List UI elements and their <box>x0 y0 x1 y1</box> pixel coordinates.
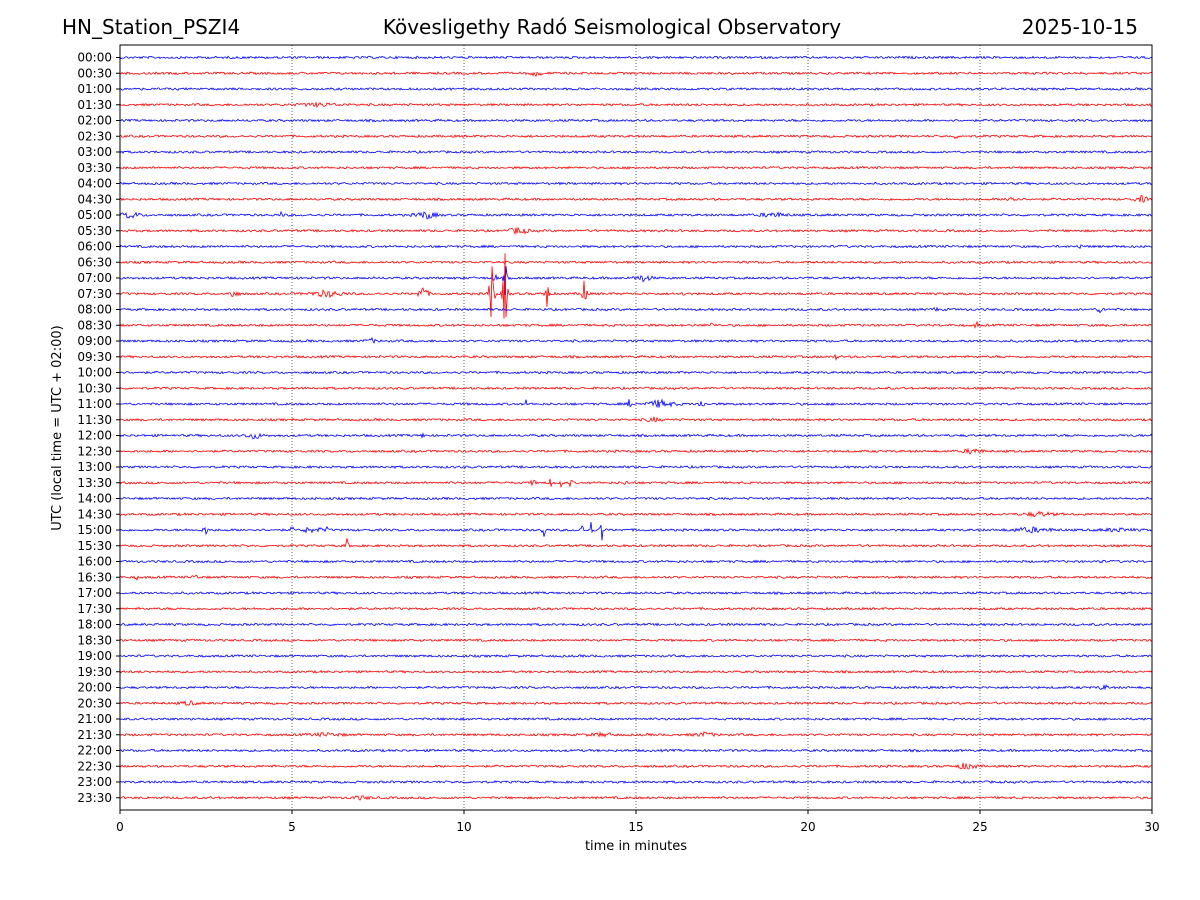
y-tick-label: 03:30 <box>77 161 112 175</box>
y-tick-label: 00:00 <box>77 51 112 65</box>
y-tick-label: 05:00 <box>77 208 112 222</box>
y-tick-label: 02:00 <box>77 114 112 128</box>
x-tick-label: 25 <box>972 820 987 834</box>
trace-1430 <box>119 510 1153 518</box>
trace-0500 <box>119 210 1153 220</box>
trace-1230 <box>119 447 1153 455</box>
trace-0700 <box>119 266 1153 295</box>
y-axis-label: UTC (local time = UTC + 02:00) <box>50 325 65 530</box>
trace-group <box>119 55 1153 801</box>
trace-0100 <box>119 86 1153 91</box>
y-tick-label: 16:00 <box>77 555 112 569</box>
y-tick-label: 06:00 <box>77 240 112 254</box>
trace-2300 <box>119 779 1153 785</box>
y-tick-label: 12:30 <box>77 444 112 458</box>
y-tick-label: 18:00 <box>77 618 112 632</box>
date-title: 2025-10-15 <box>1021 15 1138 39</box>
y-tick-label: 15:30 <box>77 539 112 553</box>
y-tick-label: 07:00 <box>77 271 112 285</box>
trace-2100 <box>119 716 1153 722</box>
y-tick-label: 09:30 <box>77 350 112 364</box>
y-tick-label: 12:00 <box>77 429 112 443</box>
y-tick-label: 22:30 <box>77 759 112 773</box>
y-tick-label: 04:00 <box>77 177 112 191</box>
y-tick-label: 19:30 <box>77 665 112 679</box>
trace-1700 <box>119 590 1153 596</box>
trace-0300 <box>119 149 1153 155</box>
trace-1900 <box>119 653 1153 659</box>
x-tick-label: 20 <box>800 820 815 834</box>
x-tick-label: 10 <box>456 820 471 834</box>
y-tick-label: 11:30 <box>77 413 112 427</box>
station-title: HN_Station_PSZI4 <box>62 15 241 39</box>
y-tick-label: 06:30 <box>77 255 112 269</box>
x-axis-label: time in minutes <box>585 839 687 854</box>
y-tick-label: 03:00 <box>77 145 112 159</box>
y-tick-label: 02:30 <box>77 129 112 143</box>
trace-0800 <box>119 306 1153 314</box>
grid-lines <box>291 45 981 810</box>
y-tick-label: 08:30 <box>77 318 112 332</box>
plot-frame <box>119 44 1153 811</box>
y-tick-label: 13:00 <box>77 460 112 474</box>
y-tick-label: 05:30 <box>77 224 112 238</box>
y-tick-label: 08:00 <box>77 303 112 317</box>
observatory-title: Kövesligethy Radó Seismological Observat… <box>382 15 842 39</box>
y-tick-label: 10:30 <box>77 381 112 395</box>
y-tick-label: 13:30 <box>77 476 112 490</box>
trace-0130 <box>119 101 1153 108</box>
y-tick-label: 20:00 <box>77 681 112 695</box>
y-tick-label: 14:00 <box>77 492 112 506</box>
y-tick-label: 11:00 <box>77 397 112 411</box>
y-tick-label: 15:00 <box>77 523 112 537</box>
y-tick-label: 17:30 <box>77 602 112 616</box>
y-tick-label: 14:30 <box>77 507 112 521</box>
y-tick-label: 17:00 <box>77 586 112 600</box>
trace-1530 <box>119 538 1153 548</box>
y-tick-label: 16:30 <box>77 570 112 584</box>
y-tick-label: 10:00 <box>77 366 112 380</box>
x-tick-label: 15 <box>628 820 643 834</box>
y-tick-label: 09:00 <box>77 334 112 348</box>
y-tick-label: 01:30 <box>77 98 112 112</box>
x-tick-label: 5 <box>288 820 296 834</box>
trace-1400 <box>119 496 1153 501</box>
y-tick-label: 20:30 <box>77 696 112 710</box>
x-tick-label: 0 <box>116 820 124 834</box>
y-tick-label: 04:30 <box>77 192 112 206</box>
y-tick-label: 07:30 <box>77 287 112 301</box>
trace-1300 <box>119 464 1153 470</box>
y-tick-label: 00:30 <box>77 66 112 80</box>
y-tick-label: 01:00 <box>77 82 112 96</box>
trace-1100 <box>119 398 1153 409</box>
y-tick-label: 21:30 <box>77 728 112 742</box>
y-tick-label: 22:00 <box>77 744 112 758</box>
y-tick-label: 23:30 <box>77 791 112 805</box>
y-tick-label: 23:00 <box>77 775 112 789</box>
y-tick-label: 19:00 <box>77 649 112 663</box>
y-tick-label: 21:00 <box>77 712 112 726</box>
x-tick-labels: 0 5 10 15 20 25 30 <box>116 810 1160 834</box>
y-tick-label: 18:30 <box>77 633 112 647</box>
x-tick-label: 30 <box>1144 820 1159 834</box>
trace-0900 <box>119 337 1153 344</box>
trace-2200 <box>119 748 1153 753</box>
trace-2330 <box>119 795 1153 801</box>
trace-2030 <box>119 699 1153 706</box>
